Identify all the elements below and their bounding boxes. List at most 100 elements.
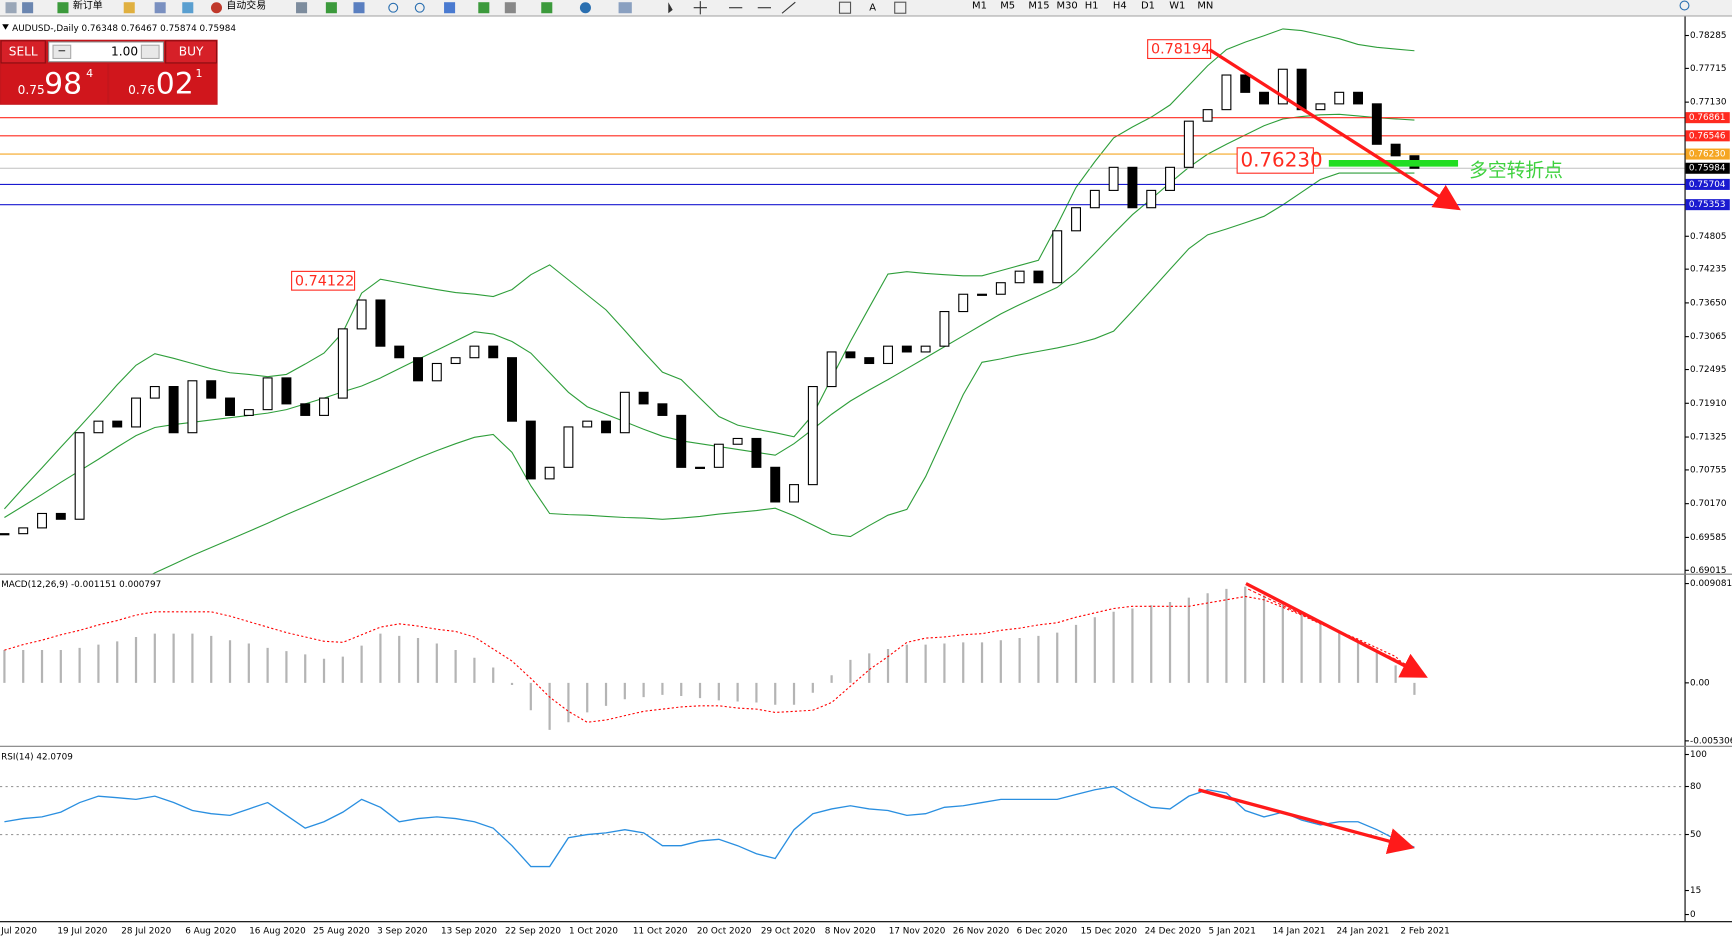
timeframe-button[interactable]: M15 [1028, 1, 1049, 12]
level-tag-label: 0.76861 [1689, 113, 1726, 123]
x-tick-label: 16 Aug 2020 [249, 927, 306, 937]
candle [1334, 91, 1345, 105]
candle [1296, 68, 1307, 111]
candle [187, 380, 198, 434]
candle [112, 420, 123, 428]
candle [977, 293, 987, 296]
timeframe-button[interactable]: MN [1197, 1, 1213, 12]
timeframe-button[interactable]: W1 [1169, 1, 1185, 12]
candle [507, 357, 517, 422]
x-tick-label: 24 Jan 2021 [1336, 927, 1389, 937]
indicator-title: RSI(14) 42.0709 [1, 752, 73, 762]
x-tick-label: 20 Oct 2020 [697, 927, 752, 937]
toolbar [0, 0, 1732, 16]
trend-arrow [1208, 48, 1461, 211]
level-tag-label: 0.76546 [1689, 131, 1726, 141]
candle [1353, 91, 1363, 105]
y-tick-label: 0.73065 [1690, 332, 1727, 342]
y-tick-label: 80 [1690, 782, 1702, 792]
candle [732, 437, 743, 445]
collapse-arrow [2, 24, 9, 30]
candle [1240, 74, 1251, 93]
candle [601, 420, 611, 434]
x-tick-label: 8 Nov 2020 [825, 927, 876, 937]
timeframe-button[interactable]: M30 [1057, 1, 1078, 12]
candle [826, 351, 837, 388]
svg-text:A: A [869, 3, 876, 14]
candle [1371, 103, 1382, 145]
level-tag [1685, 162, 1730, 174]
toolbar-button[interactable]: 新订单 [73, 0, 103, 12]
y-tick-label: 0.72495 [1690, 365, 1727, 375]
candle [0, 533, 10, 536]
toolbar-icons: A [5, 0, 1690, 15]
candle [770, 466, 781, 503]
timeframe-button[interactable]: M1 [972, 1, 987, 12]
x-tick-label: 24 Dec 2020 [1145, 927, 1202, 937]
candle [1127, 166, 1138, 209]
candle [168, 386, 179, 434]
candle [1390, 143, 1401, 157]
candle [18, 527, 29, 535]
y-tick-label: 50 [1690, 830, 1702, 840]
axes: 0.78285 0.77715 0.77130 0.74805 0.74235 0.736… [0, 31, 1732, 937]
candle [525, 420, 536, 480]
x-tick-label: 26 Nov 2020 [953, 927, 1010, 937]
candle [995, 282, 1006, 295]
candle [638, 391, 649, 405]
level-tag-label: 0.75984 [1689, 164, 1726, 174]
candle [544, 466, 555, 480]
y-tick-label: 0.009081 [1690, 579, 1732, 589]
y-tick-label: 0.78285 [1690, 31, 1727, 41]
candle [225, 397, 235, 416]
x-tick-label: 6 Aug 2020 [185, 927, 236, 937]
level-tag-label: 0.75353 [1689, 200, 1726, 210]
candle [939, 311, 950, 347]
candle [619, 391, 630, 434]
level-tag [1685, 178, 1730, 190]
annotation: 0.78194 [1151, 42, 1210, 58]
candle [488, 345, 499, 359]
candle [1052, 230, 1063, 284]
price-fraction: 4 [86, 67, 93, 80]
candle [55, 512, 66, 520]
timeframe-bar: M1 M5 M15 M30 H1 H4 D1 W1 MN [972, 1, 1213, 12]
x-tick-label: 22 Sep 2020 [505, 927, 561, 937]
price-main: 98 [44, 66, 82, 101]
timeframe-button[interactable]: H4 [1113, 1, 1127, 12]
lot-input[interactable] [48, 41, 165, 63]
buy-button[interactable] [165, 40, 218, 64]
buy-label[interactable]: BUY [179, 44, 204, 58]
candle [1033, 270, 1044, 284]
sell-label[interactable]: SELL [9, 44, 38, 58]
candle [450, 357, 461, 365]
price-fraction: 1 [196, 67, 203, 80]
lot-value[interactable]: 1.00 [111, 44, 138, 58]
signal-line [4, 595, 1415, 723]
candle [1165, 166, 1175, 191]
candle [243, 409, 254, 416]
trend-arrow [1245, 582, 1428, 678]
timeframe-button[interactable]: D1 [1141, 1, 1155, 12]
candle [1259, 91, 1269, 105]
y-tick-label: 0.69015 [1690, 566, 1727, 576]
timeframe-button[interactable]: M5 [1000, 1, 1015, 12]
toolbar-button[interactable]: 自动交易 [226, 0, 266, 12]
x-tick-label: 25 Aug 2020 [313, 927, 370, 937]
candle [1183, 120, 1194, 168]
y-tick-label: 0.71325 [1690, 433, 1727, 443]
ask-box[interactable] [109, 63, 217, 104]
candle [337, 328, 348, 399]
bid-box[interactable] [1, 63, 108, 104]
level-tag [1685, 148, 1730, 160]
x-tick-label: 2 Feb 2021 [1400, 927, 1449, 937]
level-tag [1685, 199, 1730, 211]
candle [319, 397, 329, 416]
sell-button[interactable] [0, 40, 46, 64]
y-tick-label: 0.69585 [1690, 533, 1727, 543]
timeframe-button[interactable]: H1 [1085, 1, 1099, 12]
candle [958, 293, 969, 313]
y-tick-label: 0.74235 [1690, 265, 1727, 275]
